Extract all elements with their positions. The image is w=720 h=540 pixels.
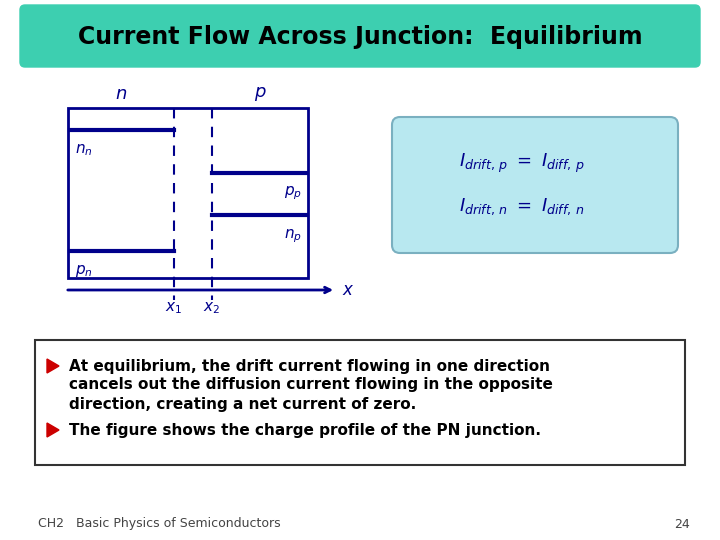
Text: 24: 24 xyxy=(674,517,690,530)
FancyBboxPatch shape xyxy=(20,5,700,67)
Text: $n_p$: $n_p$ xyxy=(284,227,302,245)
Text: $I_{drift,\,p}\ =\ I_{diff,\,p}$: $I_{drift,\,p}\ =\ I_{diff,\,p}$ xyxy=(459,151,585,174)
Text: At equilibrium, the drift current flowing in one direction: At equilibrium, the drift current flowin… xyxy=(69,359,550,374)
Text: $p$: $p$ xyxy=(253,85,266,103)
Text: $I_{drift,\,n}\ =\ I_{diff,\,n}$: $I_{drift,\,n}\ =\ I_{diff,\,n}$ xyxy=(459,197,584,217)
Text: $n_n$: $n_n$ xyxy=(75,142,93,158)
Text: cancels out the diffusion current flowing in the opposite: cancels out the diffusion current flowin… xyxy=(69,377,553,393)
FancyBboxPatch shape xyxy=(35,340,685,465)
Text: $p_p$: $p_p$ xyxy=(284,185,302,202)
Text: $p_n$: $p_n$ xyxy=(75,263,93,279)
Polygon shape xyxy=(47,423,59,437)
Text: $n$: $n$ xyxy=(114,85,127,103)
Text: Current Flow Across Junction:  Equilibrium: Current Flow Across Junction: Equilibriu… xyxy=(78,25,642,49)
Text: $x_2$: $x_2$ xyxy=(204,300,220,316)
Text: $x$: $x$ xyxy=(342,281,354,299)
Text: The figure shows the charge profile of the PN junction.: The figure shows the charge profile of t… xyxy=(69,422,541,437)
Text: CH2   Basic Physics of Semiconductors: CH2 Basic Physics of Semiconductors xyxy=(38,517,281,530)
FancyBboxPatch shape xyxy=(392,117,678,253)
Text: direction, creating a net current of zero.: direction, creating a net current of zer… xyxy=(69,396,416,411)
Text: $x_1$: $x_1$ xyxy=(165,300,182,316)
Polygon shape xyxy=(47,359,59,373)
Bar xyxy=(68,108,308,278)
